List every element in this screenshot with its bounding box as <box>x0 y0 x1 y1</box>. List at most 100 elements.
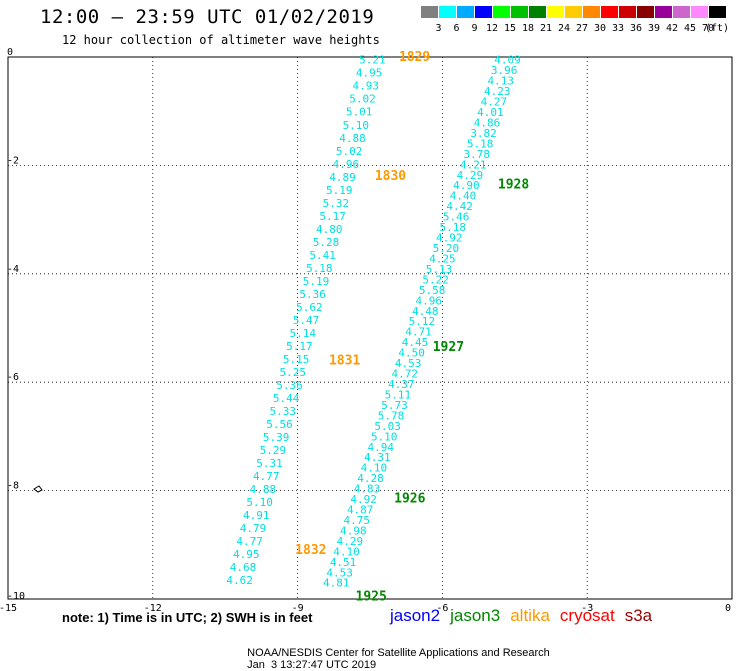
swh-value-label: 5.13 <box>426 263 453 276</box>
swh-value-label: 5.18 <box>306 262 333 275</box>
pass-time-label: 1829 <box>399 50 430 65</box>
swh-value-label: 4.48 <box>412 305 439 318</box>
lon-tick-label: -3 <box>581 603 593 614</box>
swh-value-label: 4.77 <box>253 470 280 483</box>
swh-value-label: 4.42 <box>446 200 473 213</box>
legend-swatch <box>547 6 564 18</box>
legend-swatch <box>655 6 672 18</box>
swh-value-label: 4.10 <box>333 545 360 558</box>
pass-time-label: 1831 <box>329 354 360 369</box>
legend-swatch <box>583 6 600 18</box>
swh-value-label: 4.79 <box>240 522 267 535</box>
swh-value-label: 4.50 <box>398 347 425 360</box>
legend-label: 9 <box>471 23 478 34</box>
swh-value-label: 5.73 <box>381 399 408 412</box>
legend-label: 6 <box>453 23 460 34</box>
swh-value-label: 5.28 <box>313 236 340 249</box>
swh-value-label: 5.31 <box>256 457 283 470</box>
pass-time-label: 1832 <box>295 543 326 558</box>
swh-value-label: 4.13 <box>487 75 514 88</box>
swh-value-label: 5.10 <box>371 430 398 443</box>
legend-label: 27 <box>576 23 589 34</box>
legend-swatch <box>439 6 456 18</box>
swh-value-label: 4.92 <box>436 232 463 245</box>
swh-value-label: 4.88 <box>339 132 366 145</box>
pass-time-label: 1926 <box>394 492 425 507</box>
legend-label: 36 <box>630 23 643 34</box>
legend-swatch <box>565 6 582 18</box>
swh-value-label: 4.29 <box>337 535 364 548</box>
swh-value-label: 5.19 <box>303 275 330 288</box>
pass-time-label: 1925 <box>356 589 387 604</box>
legend-swatch <box>673 6 690 18</box>
legend-swatch <box>691 6 708 18</box>
swh-value-label: 5.33 <box>270 405 297 418</box>
satellite-name: cryosat <box>559 606 615 625</box>
pass-time-label: 1830 <box>375 169 406 184</box>
swh-value-label: 4.01 <box>477 106 504 119</box>
swh-value-label: 4.23 <box>484 85 511 98</box>
swh-value-label: 5.18 <box>467 137 494 150</box>
swh-value-label: 5.44 <box>273 392 300 405</box>
map-subtitle: 12 hour collection of altimeter wave hei… <box>62 33 380 47</box>
lon-tick-label: -6 <box>436 603 448 614</box>
swh-value-label: 5.21 <box>359 54 386 67</box>
swh-value-label: 4.92 <box>350 493 377 506</box>
legend-unit: (ft) <box>705 23 730 34</box>
swh-value-label: 4.10 <box>361 462 388 475</box>
swh-value-label: 5.78 <box>378 409 405 422</box>
swh-value-label: 3.96 <box>491 64 518 77</box>
footer: NOAA/NESDIS Center for Satellite Applica… <box>241 635 564 671</box>
legend-swatch <box>529 6 546 18</box>
legend-swatch <box>637 6 654 18</box>
swh-value-label: 4.80 <box>316 223 343 236</box>
swh-value-label: 5.19 <box>326 184 353 197</box>
lat-tick-label: -6 <box>7 372 19 383</box>
swh-value-label: 3.78 <box>463 148 490 161</box>
swh-value-label: 4.27 <box>481 96 508 109</box>
legend-label: 18 <box>522 23 535 34</box>
lat-tick-label: -4 <box>7 264 19 275</box>
swh-value-label: 4.45 <box>402 336 429 349</box>
swh-value-label: 4.95 <box>356 67 383 80</box>
swh-value-label: 4.91 <box>243 509 270 522</box>
swh-value-label: 5.62 <box>296 301 323 314</box>
swh-value-label: 4.51 <box>330 556 357 569</box>
legend-swatch <box>709 6 726 18</box>
swh-value-label: 5.12 <box>409 315 436 328</box>
legend-label: 3 <box>435 23 442 34</box>
swh-value-label: 4.31 <box>364 451 391 464</box>
swh-value-label: 5.46 <box>443 211 470 224</box>
note-text: note: 1) Time is in UTC; 2) SWH is in fe… <box>62 610 313 625</box>
swh-value-label: 5.14 <box>289 327 316 340</box>
swh-value-label: 5.58 <box>419 284 446 297</box>
swh-value-label: 4.94 <box>368 441 395 454</box>
satellite-legend: jason2 jason3 altika cryosat s3a <box>390 606 662 626</box>
swh-value-label: 5.03 <box>374 420 401 433</box>
swh-value-label: 4.09 <box>494 54 521 67</box>
lat-tick-label: -10 <box>7 591 25 602</box>
swh-value-label: 4.95 <box>233 548 260 561</box>
swh-value-label: 5.01 <box>346 106 373 119</box>
legend-label: 42 <box>666 23 679 34</box>
swh-value-label: 4.75 <box>344 514 371 527</box>
swh-value-label: 5.36 <box>299 288 326 301</box>
swh-value-label: 5.17 <box>319 210 346 223</box>
island-outline <box>33 485 43 493</box>
satellite-name: s3a <box>624 606 653 625</box>
lat-tick-label: -2 <box>7 155 19 166</box>
swh-value-label: 5.18 <box>439 221 466 234</box>
lon-tick-label: 0 <box>725 603 731 614</box>
swh-value-label: 5.41 <box>309 249 336 262</box>
swh-value-label: 5.32 <box>323 197 350 210</box>
footer-timestamp: Jan 3 13:27:47 UTC 2019 <box>247 659 377 671</box>
swh-value-label: 3.82 <box>470 127 497 140</box>
swh-value-label: 5.25 <box>280 366 307 379</box>
legend-swatch <box>619 6 636 18</box>
legend-swatch <box>601 6 618 18</box>
lat-tick-label: 0 <box>7 47 13 58</box>
legend-swatch <box>511 6 528 18</box>
swh-value-label: 5.17 <box>286 340 313 353</box>
swh-value-label: 5.02 <box>349 93 376 106</box>
swh-value-label: 4.62 <box>226 574 253 587</box>
